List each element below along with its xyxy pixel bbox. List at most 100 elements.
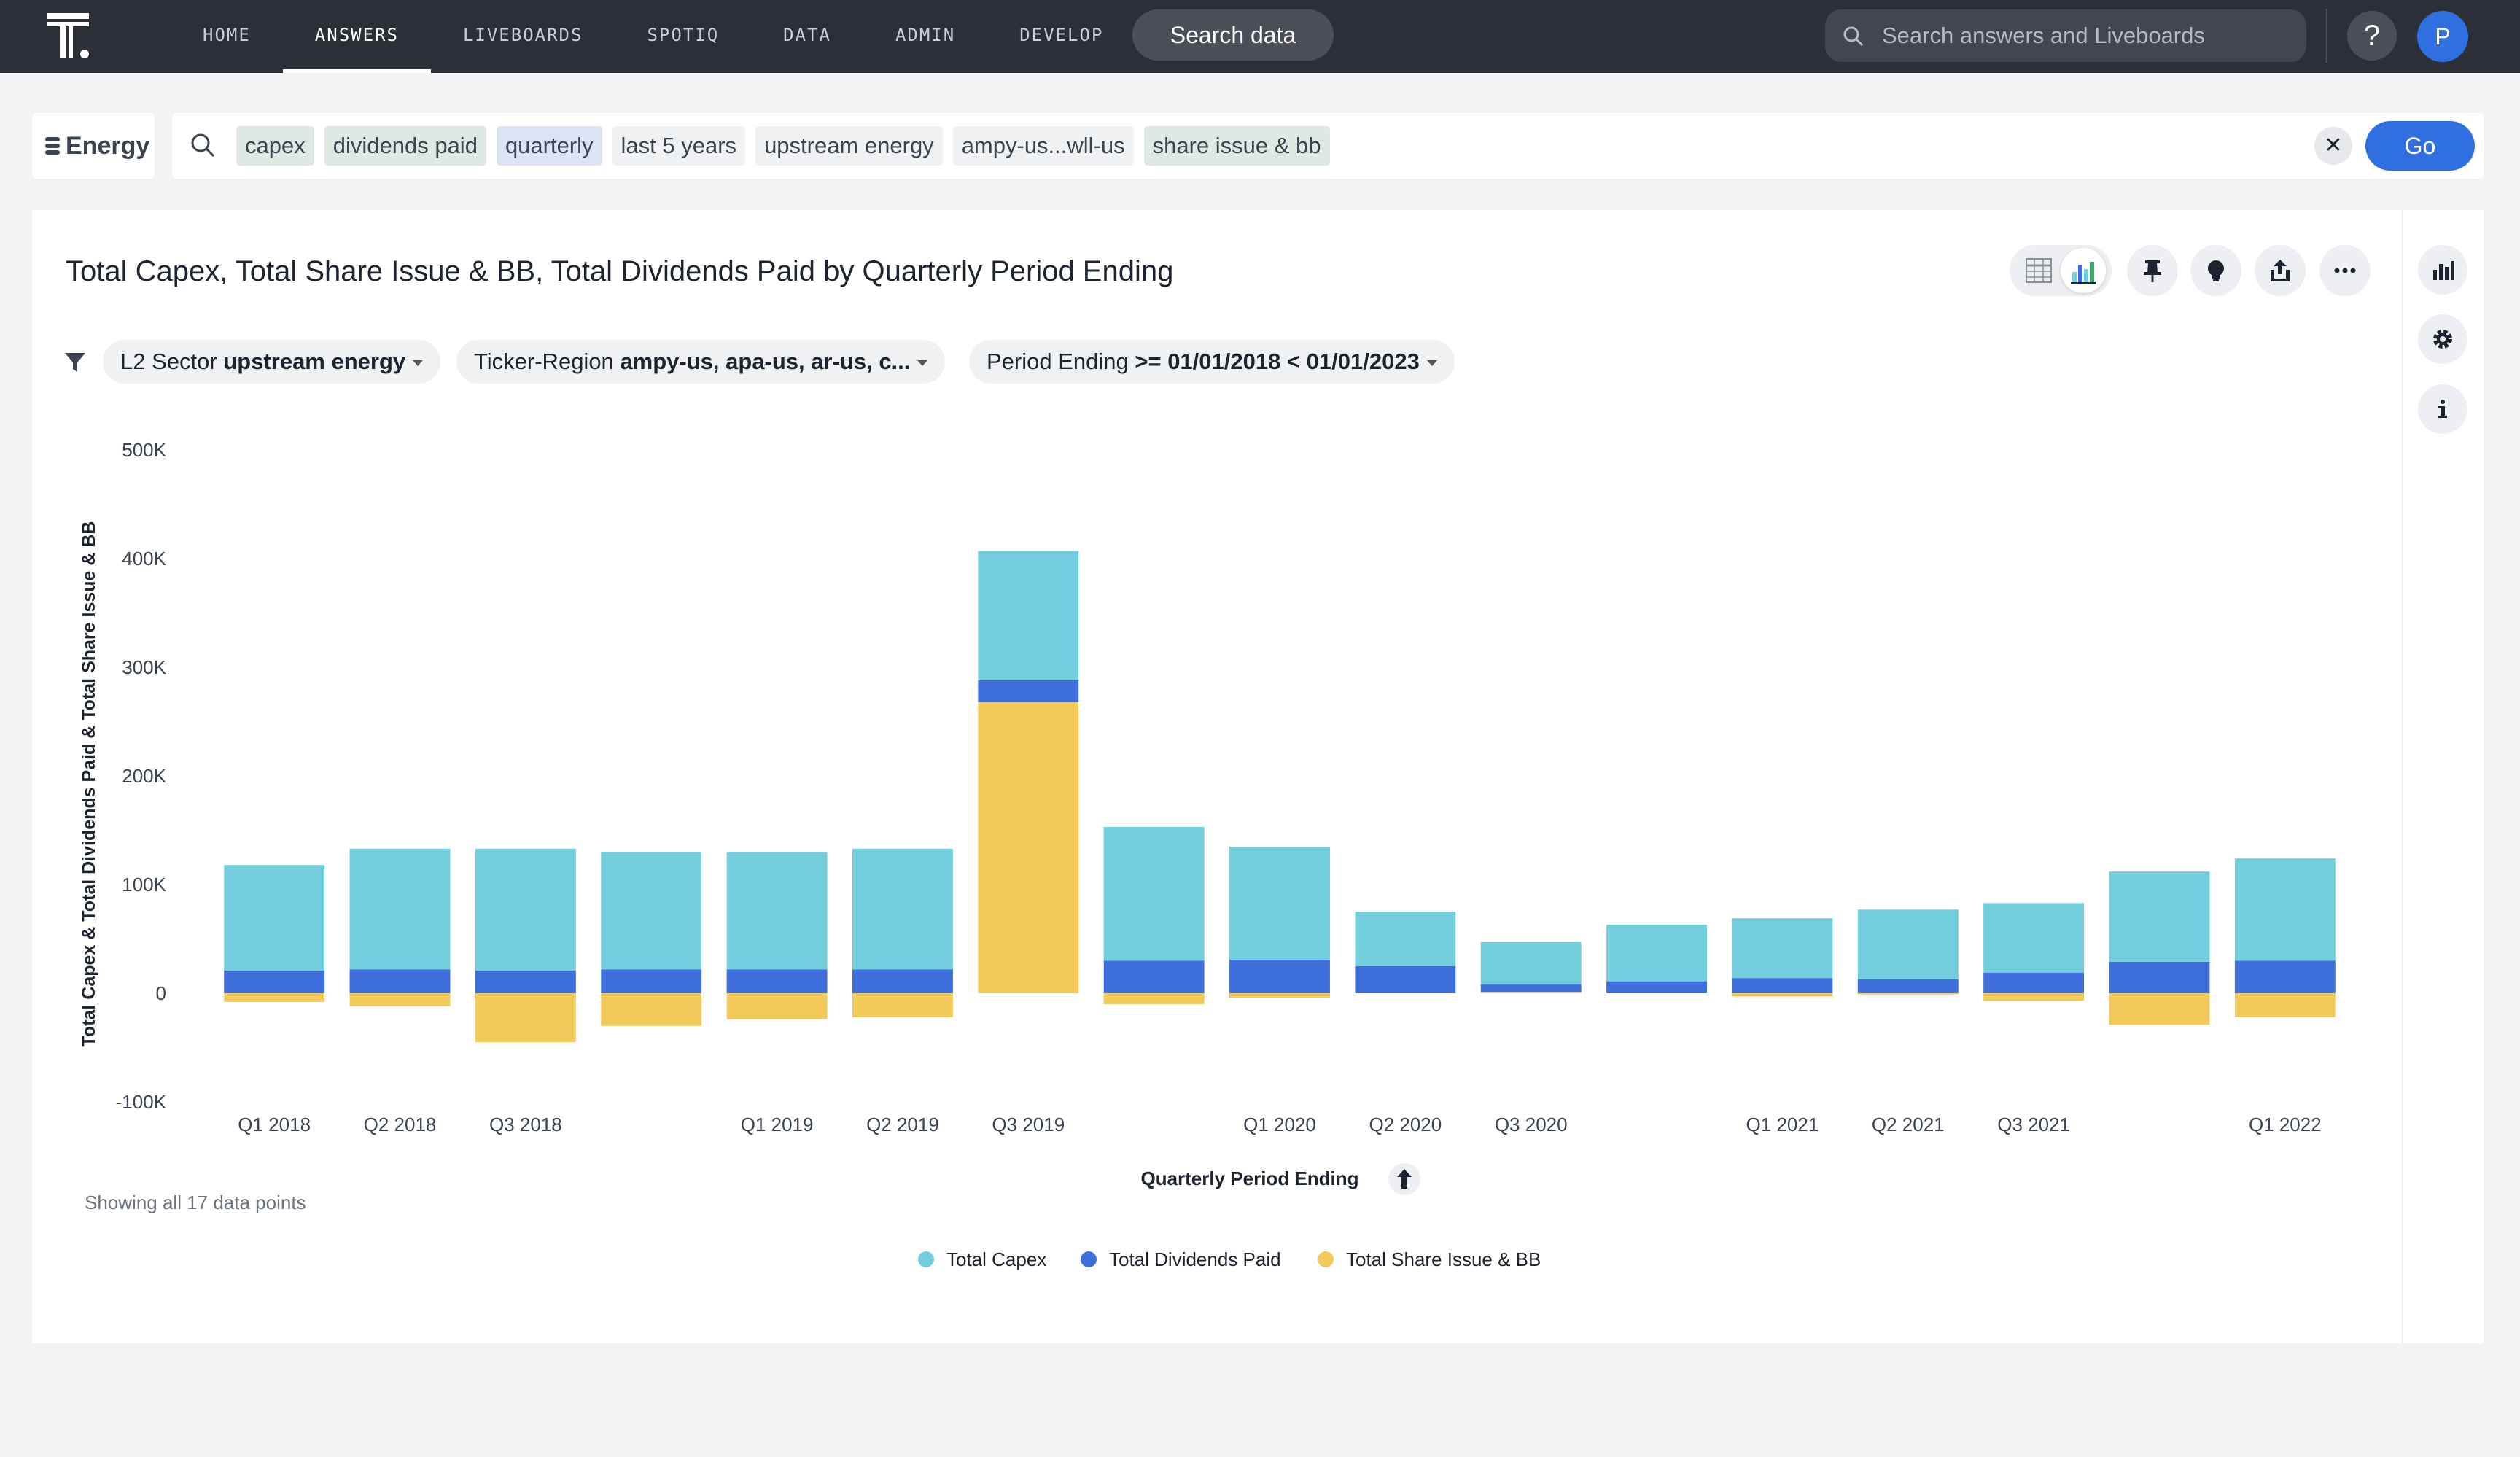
nav-develop[interactable]: DEVELOP [1019, 25, 1104, 45]
filter-chip-period-ending[interactable]: Period Ending >= 01/01/2018 < 01/01/2023 [969, 340, 1455, 384]
chart-view-icon [2071, 262, 2096, 284]
data-source-selector[interactable]: Energy [32, 113, 155, 179]
info-button[interactable] [2418, 384, 2468, 434]
bar-segment[interactable] [726, 993, 828, 1019]
database-icon [45, 137, 60, 155]
bar-segment[interactable] [1103, 993, 1205, 1004]
bar-segment[interactable] [1355, 965, 1456, 993]
more-options-button[interactable] [2319, 245, 2371, 296]
bar-segment[interactable] [1857, 993, 1959, 995]
bar-segment[interactable] [1732, 993, 1833, 997]
go-button[interactable]: Go [2365, 121, 2475, 171]
bar-segment[interactable] [978, 680, 1079, 702]
legend-swatch[interactable] [1081, 1251, 1097, 1267]
bar-segment[interactable] [1983, 903, 2085, 973]
thoughtspot-logo[interactable] [45, 10, 96, 61]
bar-segment[interactable] [1983, 972, 2085, 993]
legend-label[interactable]: Total Dividends Paid [1109, 1248, 1281, 1270]
search-icon [1843, 26, 1864, 47]
bar-segment[interactable] [475, 848, 576, 971]
search-token-tickers[interactable]: ampy-us...wll-us [952, 126, 1134, 166]
bar-segment[interactable] [349, 993, 451, 1006]
bar-segment[interactable] [1983, 993, 2085, 1001]
global-search-input[interactable]: Search answers and Liveboards [1825, 9, 2306, 62]
bar-segment[interactable] [601, 852, 702, 970]
filter-chip-l2-sector[interactable]: L2 Sector upstream energy [103, 340, 441, 384]
spotiq-analyze-button[interactable] [2190, 245, 2241, 296]
chart-config-button[interactable] [2418, 245, 2468, 295]
answer-title: Total Capex, Total Share Issue & BB, Tot… [66, 255, 1174, 287]
bar-segment[interactable] [2234, 858, 2336, 961]
user-avatar[interactable]: P [2417, 11, 2468, 62]
bar-segment[interactable] [726, 969, 828, 993]
bar-segment[interactable] [1229, 959, 1330, 993]
nav-admin[interactable]: ADMIN [895, 25, 956, 45]
nav-data[interactable]: DATA [783, 25, 831, 45]
settings-button[interactable] [2418, 314, 2468, 364]
share-button[interactable] [2255, 245, 2306, 296]
bar-segment[interactable] [852, 993, 953, 1017]
bar-segment[interactable] [224, 865, 325, 971]
bar-segment[interactable] [224, 970, 325, 993]
bar-segment[interactable] [1857, 909, 1959, 979]
bar-segment[interactable] [1606, 925, 1707, 982]
bar-segment[interactable] [2234, 993, 2336, 1017]
chart-view-button[interactable] [2061, 248, 2106, 293]
bar-segment[interactable] [349, 969, 451, 993]
legend-label[interactable]: Total Capex [946, 1248, 1046, 1270]
clear-search-button[interactable]: ✕ [2314, 127, 2352, 165]
table-view-icon[interactable] [2026, 258, 2052, 283]
search-token-upstream-energy[interactable]: upstream energy [755, 126, 943, 166]
bar-segment[interactable] [978, 702, 1079, 993]
search-query-bar[interactable]: capex dividends paid quarterly last 5 ye… [172, 113, 2484, 179]
data-points-status: Showing all 17 data points [85, 1192, 306, 1213]
nav-liveboards[interactable]: LIVEBOARDS [462, 25, 583, 45]
bar-segment[interactable] [1480, 941, 1582, 985]
legend-swatch[interactable] [1318, 1251, 1334, 1267]
bar-chart-icon [2433, 261, 2454, 280]
x-axis-label: Quarterly Period Ending [1140, 1167, 1358, 1189]
search-token-share-issue[interactable]: share issue & bb [1143, 126, 1330, 166]
bar-segment[interactable] [852, 969, 953, 993]
bar-segment[interactable] [349, 848, 451, 970]
bar-segment[interactable] [601, 969, 702, 993]
pin-button[interactable] [2127, 245, 2178, 296]
search-data-button[interactable]: Search data [1132, 9, 1334, 61]
x-tick-label: Q3 2018 [489, 1114, 562, 1135]
bar-segment[interactable] [1355, 912, 1456, 966]
search-token-last-5-years[interactable]: last 5 years [612, 126, 746, 166]
bar-segment[interactable] [224, 993, 325, 1002]
bar-segment[interactable] [1229, 993, 1330, 998]
bar-segment[interactable] [1480, 992, 1582, 993]
search-token-capex[interactable]: capex [236, 126, 314, 166]
bar-segment[interactable] [978, 551, 1079, 680]
bar-segment[interactable] [1480, 984, 1582, 992]
nav-spotiq[interactable]: SPOTIQ [647, 25, 720, 45]
bar-segment[interactable] [475, 993, 576, 1043]
search-token-quarterly[interactable]: quarterly [496, 126, 602, 166]
bar-segment[interactable] [726, 852, 828, 970]
bar-segment[interactable] [1732, 978, 1833, 993]
bar-segment[interactable] [1229, 846, 1330, 960]
bar-segment[interactable] [1606, 981, 1707, 993]
filter-chip-ticker-region[interactable]: Ticker-Region ampy-us, apa-us, ar-us, c.… [456, 340, 946, 384]
legend-swatch[interactable] [918, 1251, 934, 1267]
bar-segment[interactable] [2109, 961, 2210, 993]
x-tick-label: Q1 2021 [1746, 1114, 1819, 1135]
bar-segment[interactable] [1103, 960, 1205, 993]
bar-segment[interactable] [601, 993, 702, 1026]
nav-home[interactable]: HOME [203, 25, 251, 45]
bar-segment[interactable] [1857, 979, 1959, 993]
nav-answers[interactable]: ANSWERS [282, 0, 432, 73]
bar-segment[interactable] [2109, 871, 2210, 962]
filter-chip-label: L2 Sector [120, 349, 217, 374]
legend-label[interactable]: Total Share Issue & BB [1346, 1248, 1541, 1270]
bar-segment[interactable] [852, 848, 953, 970]
help-button[interactable]: ? [2347, 11, 2397, 61]
bar-segment[interactable] [1732, 918, 1833, 979]
bar-segment[interactable] [2234, 960, 2336, 993]
bar-segment[interactable] [475, 970, 576, 993]
bar-segment[interactable] [2109, 993, 2210, 1025]
search-token-dividends-paid[interactable]: dividends paid [324, 126, 486, 166]
bar-segment[interactable] [1103, 827, 1205, 961]
